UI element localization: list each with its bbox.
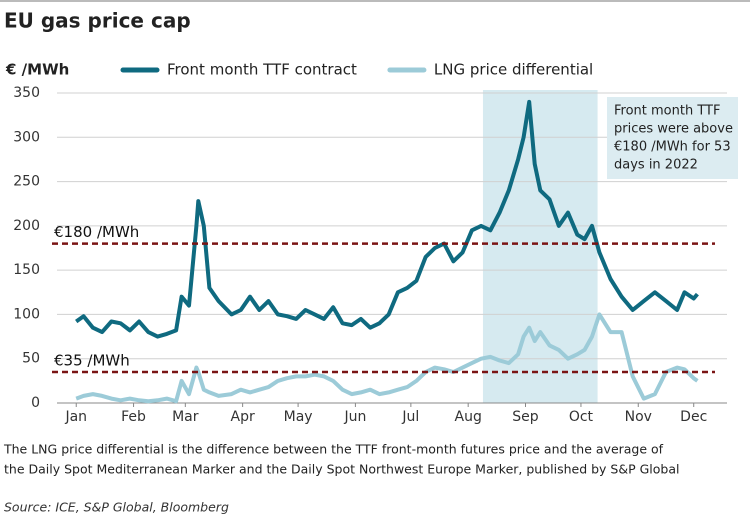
x-tick-label: May <box>284 409 313 425</box>
x-tick-label: Apr <box>231 409 255 425</box>
x-tick-label: Sep <box>512 409 539 425</box>
y-tick-label: 200 <box>13 218 40 234</box>
y-tick-label: 150 <box>13 262 40 278</box>
x-tick-label: Dec <box>680 409 707 425</box>
y-axis-label: € /MWh <box>5 61 69 79</box>
annotation-text: prices were above <box>614 122 733 137</box>
y-tick-label: 250 <box>13 174 40 190</box>
x-tick-label: Jan <box>64 409 87 425</box>
x-tick-label: Oct <box>569 409 594 425</box>
y-tick-label: 50 <box>22 351 40 367</box>
annotation-text: €180 /MWh for 53 <box>614 140 731 155</box>
highlight-band <box>482 90 598 403</box>
annotation-text: days in 2022 <box>614 158 698 173</box>
annotation-box <box>607 97 738 179</box>
source: Source: ICE, S&P Global, Bloomberg <box>4 500 229 515</box>
series-line <box>75 99 699 339</box>
footnote: the Daily Spot Mediterranean Marker and … <box>4 462 679 477</box>
x-tick-label: Jun <box>343 409 366 425</box>
y-tick-label: 100 <box>13 306 40 322</box>
x-tick-label: Mar <box>172 409 199 425</box>
annotation-text: Front month TTF <box>614 104 720 119</box>
reference-label: €35 /MWh <box>54 352 130 370</box>
legend-label: Front month TTF contract <box>167 61 357 79</box>
footnote: The LNG price differential is the differ… <box>3 442 664 457</box>
x-tick-label: Jul <box>401 409 419 425</box>
x-tick-label: Aug <box>455 409 482 425</box>
legend-label: LNG price differential <box>434 61 593 79</box>
y-tick-label: 300 <box>13 129 40 145</box>
reference-label: €180 /MWh <box>54 223 139 241</box>
x-tick-label: Nov <box>625 409 652 425</box>
y-tick-label: 0 <box>31 395 40 411</box>
x-tick-label: Feb <box>121 409 146 425</box>
y-tick-label: 350 <box>13 85 40 101</box>
chart-title: EU gas price cap <box>4 9 191 33</box>
series-line <box>75 312 699 404</box>
